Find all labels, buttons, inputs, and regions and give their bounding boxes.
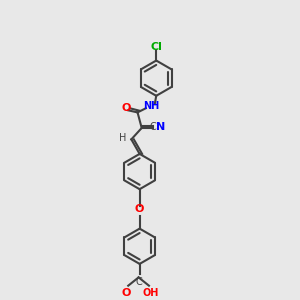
Text: N: N (156, 122, 165, 132)
Text: O: O (122, 103, 131, 113)
Text: C: C (150, 122, 157, 132)
Text: O: O (135, 204, 144, 214)
Text: Cl: Cl (150, 42, 162, 52)
Text: H: H (119, 133, 126, 143)
Text: OH: OH (143, 288, 159, 298)
Text: NH: NH (143, 101, 159, 111)
Text: C: C (135, 278, 142, 287)
Text: O: O (122, 288, 131, 298)
